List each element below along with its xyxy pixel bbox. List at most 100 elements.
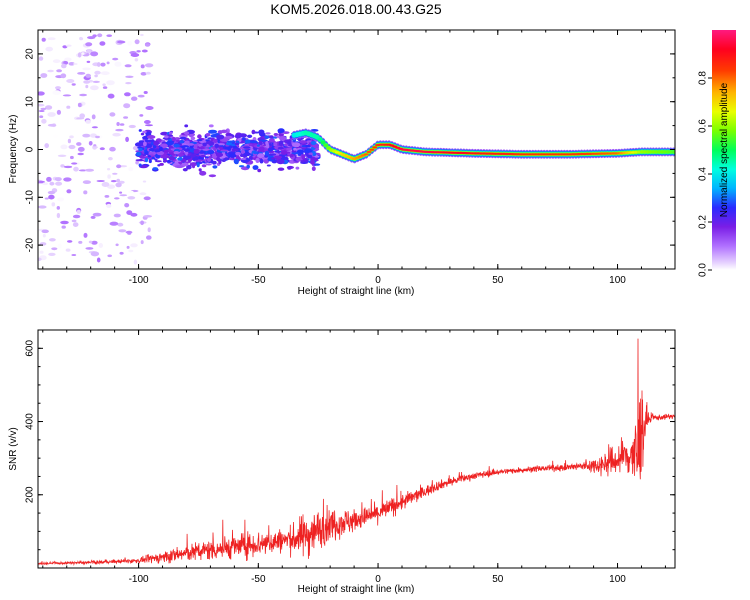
spectrogram-blob (71, 254, 77, 256)
spectrogram-blob (92, 146, 98, 149)
spectrogram-blob (119, 194, 128, 197)
spectrogram-blob (107, 93, 115, 99)
spectrogram-blob (179, 140, 185, 144)
ridge-mark (320, 141, 326, 144)
spectrogram-blob (106, 34, 112, 37)
spectrogram-frame (37, 29, 676, 270)
colorbar-tick-label: 0.0 (698, 263, 709, 277)
x-tick-label: -100 (129, 275, 149, 286)
spectrogram-blob (310, 141, 317, 145)
spectrogram-blob (61, 225, 66, 229)
spectrogram-blob (99, 41, 106, 46)
ridge-mark (323, 144, 329, 147)
spectrogram-blob (193, 148, 200, 154)
spectrogram-blob (96, 180, 105, 182)
spectrogram-blob (253, 151, 258, 155)
spectrogram-blob (67, 240, 73, 243)
spectrogram-blob (114, 61, 122, 67)
spectrogram-blob (47, 69, 54, 73)
spectrogram-blob (79, 93, 87, 97)
colorbar-tick-label: 0.2 (698, 215, 709, 229)
spectrogram-blob (147, 135, 156, 139)
spectrogram-blob (138, 163, 142, 167)
spectrogram-blob (134, 58, 139, 62)
spectrogram-blob (72, 214, 81, 219)
spectrogram-blob (140, 132, 145, 136)
spectrogram-blob (68, 144, 76, 150)
spectrogram-blob (220, 129, 228, 134)
spectrogram-blob (125, 230, 133, 234)
spectrogram-blob (42, 182, 48, 186)
spectrogram-blob (113, 213, 121, 218)
spectrogram-blob (135, 151, 142, 157)
y-tick-label: 0 (25, 146, 36, 152)
spectrogram-blob (145, 124, 153, 127)
spectrogram-blob (123, 116, 129, 119)
spectrogram-blob (265, 132, 271, 135)
spectrogram-blob (159, 162, 164, 166)
spectrogram-blob (305, 138, 312, 141)
spectrogram-blob (143, 141, 147, 147)
spectrogram-blob (48, 194, 55, 200)
spectrogram-y-label: Frequency (Hz) (8, 115, 19, 184)
spectrogram-blob (150, 153, 154, 156)
y-tick-label: 10 (25, 96, 36, 108)
spectrogram-blob (66, 79, 75, 83)
spectrogram-blob (105, 89, 112, 92)
spectrogram-blob (108, 157, 113, 161)
y-tick-label: 200 (25, 486, 36, 503)
spectrogram-blob (83, 190, 88, 195)
colorbar: 0.0 0.2 0.4 0.6 0.8 Normalized spectral ampl… (698, 30, 736, 277)
ridge-mark (326, 147, 332, 150)
spectrogram-blob (117, 40, 126, 44)
spectrogram-blob (76, 209, 81, 214)
spectrogram-blob (177, 152, 184, 157)
spectrogram-blob (145, 106, 154, 110)
spectrogram-blob (200, 154, 207, 158)
spectrogram-blob (107, 174, 111, 179)
spectrogram-blob (310, 159, 315, 165)
spectrogram-blob (143, 91, 148, 94)
spectrogram-blob (212, 160, 217, 165)
spectrogram-blob (173, 143, 180, 148)
spectrogram-blob (128, 167, 134, 172)
spectrogram-blob (251, 129, 256, 135)
spectrogram-blob (214, 143, 219, 148)
spectrogram-blob (134, 39, 140, 45)
snr-panel: -100 -50 0 50 100 200 400 600 Height of straig… (8, 329, 676, 595)
spectrogram-blob (140, 220, 145, 226)
spectrogram-blob (133, 259, 138, 265)
ridge-mark (366, 150, 372, 154)
spectrogram-blob (128, 190, 134, 194)
spectrogram-blob (68, 62, 75, 66)
spectrogram-blob (273, 142, 278, 146)
spectrogram-blob (143, 215, 153, 218)
spectrogram-blob (267, 147, 274, 152)
spectrogram-blob (41, 37, 46, 42)
spectrogram-blob (85, 119, 91, 124)
spectrogram-blob (47, 190, 56, 195)
spectrogram-blob (189, 154, 196, 158)
spectrogram-blob (279, 143, 284, 147)
spectrogram-blob (90, 51, 99, 57)
spectrogram-blob (44, 197, 49, 200)
spectrogram-blob (47, 123, 57, 127)
spectrogram-blob (65, 248, 71, 252)
spectrogram-blob (300, 160, 305, 163)
spectrogram-blob (116, 122, 120, 126)
spectrogram-blob (104, 195, 110, 198)
spectrogram-blob (311, 166, 316, 171)
spectrogram-blob (39, 115, 44, 118)
spectrogram-blob (146, 235, 152, 240)
spectrogram-blob (116, 164, 122, 169)
colorbar-label: Normalized spectral amplitude (719, 82, 730, 217)
spectrogram-blob (76, 142, 82, 146)
spectrogram-blob (160, 154, 169, 157)
spectrogram-blob (142, 180, 147, 183)
spectrogram-blob (179, 136, 187, 140)
spectrogram-blob (97, 33, 103, 38)
spectrogram-blob (139, 156, 147, 159)
spectrogram-blob (70, 155, 74, 160)
spectrogram-blob (87, 49, 91, 54)
spectrogram-blob (182, 168, 188, 172)
